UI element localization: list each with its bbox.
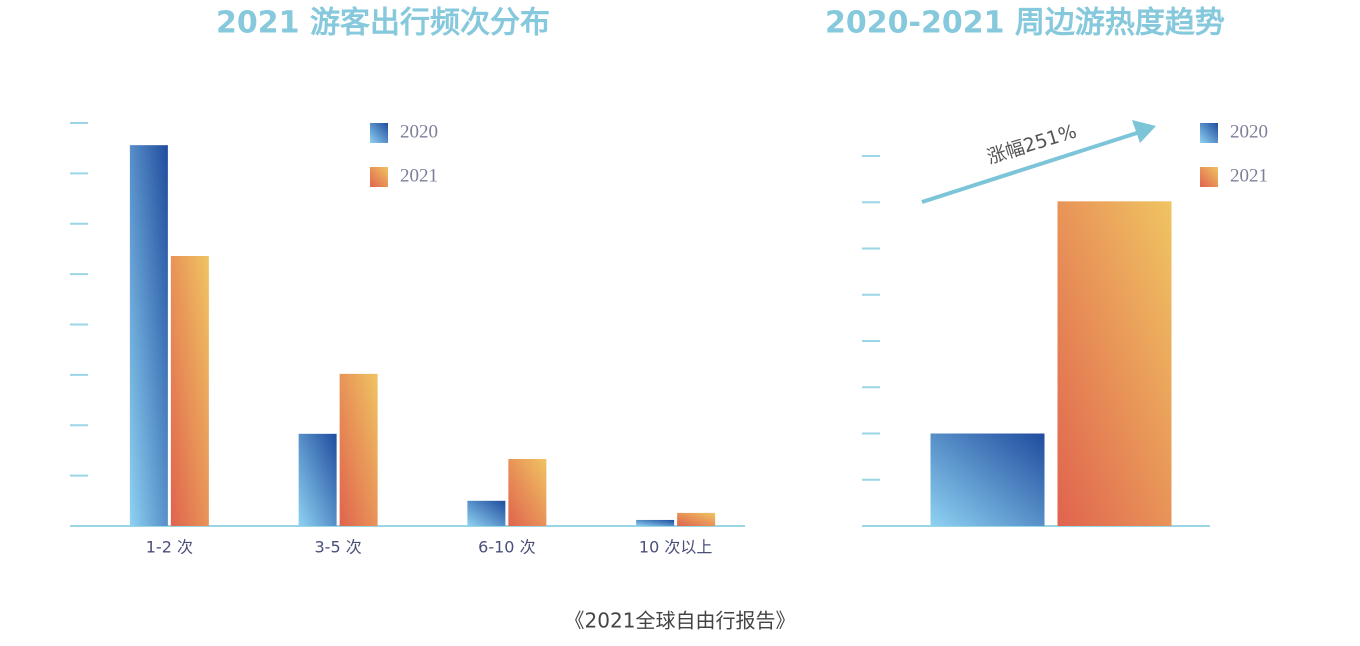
legend-label: 2020 [400,121,438,142]
legend-label: 2020 [1230,121,1268,142]
legend-swatch [1200,167,1218,187]
legend-swatch [370,123,388,143]
x-tick-label: 10 次以上 [639,538,712,557]
bar [636,519,675,526]
x-tick-label: 3-5 次 [315,538,362,557]
chart-title: 2021 游客出行频次分布 [216,6,550,41]
bar [1057,201,1172,526]
bar [129,145,168,527]
bar [467,500,506,526]
annotation: 涨幅251% [984,121,1079,169]
legend-swatch [370,167,388,187]
legend-label: 2021 [1230,165,1268,186]
bar [508,459,547,526]
footer: 《2021全球自由行报告》 [565,609,796,633]
bar [339,373,378,526]
bar [930,433,1045,526]
legend-label: 2021 [400,165,438,186]
x-tick-label: 1-2 次 [146,538,193,557]
trend-arrow [921,120,1156,204]
bar [298,433,337,526]
bar [170,255,209,527]
chart-title: 2020-2021 周边游热度趋势 [825,6,1225,41]
bar [677,512,716,526]
legend-swatch [1200,123,1218,143]
x-tick-label: 6-10 次 [478,538,535,557]
